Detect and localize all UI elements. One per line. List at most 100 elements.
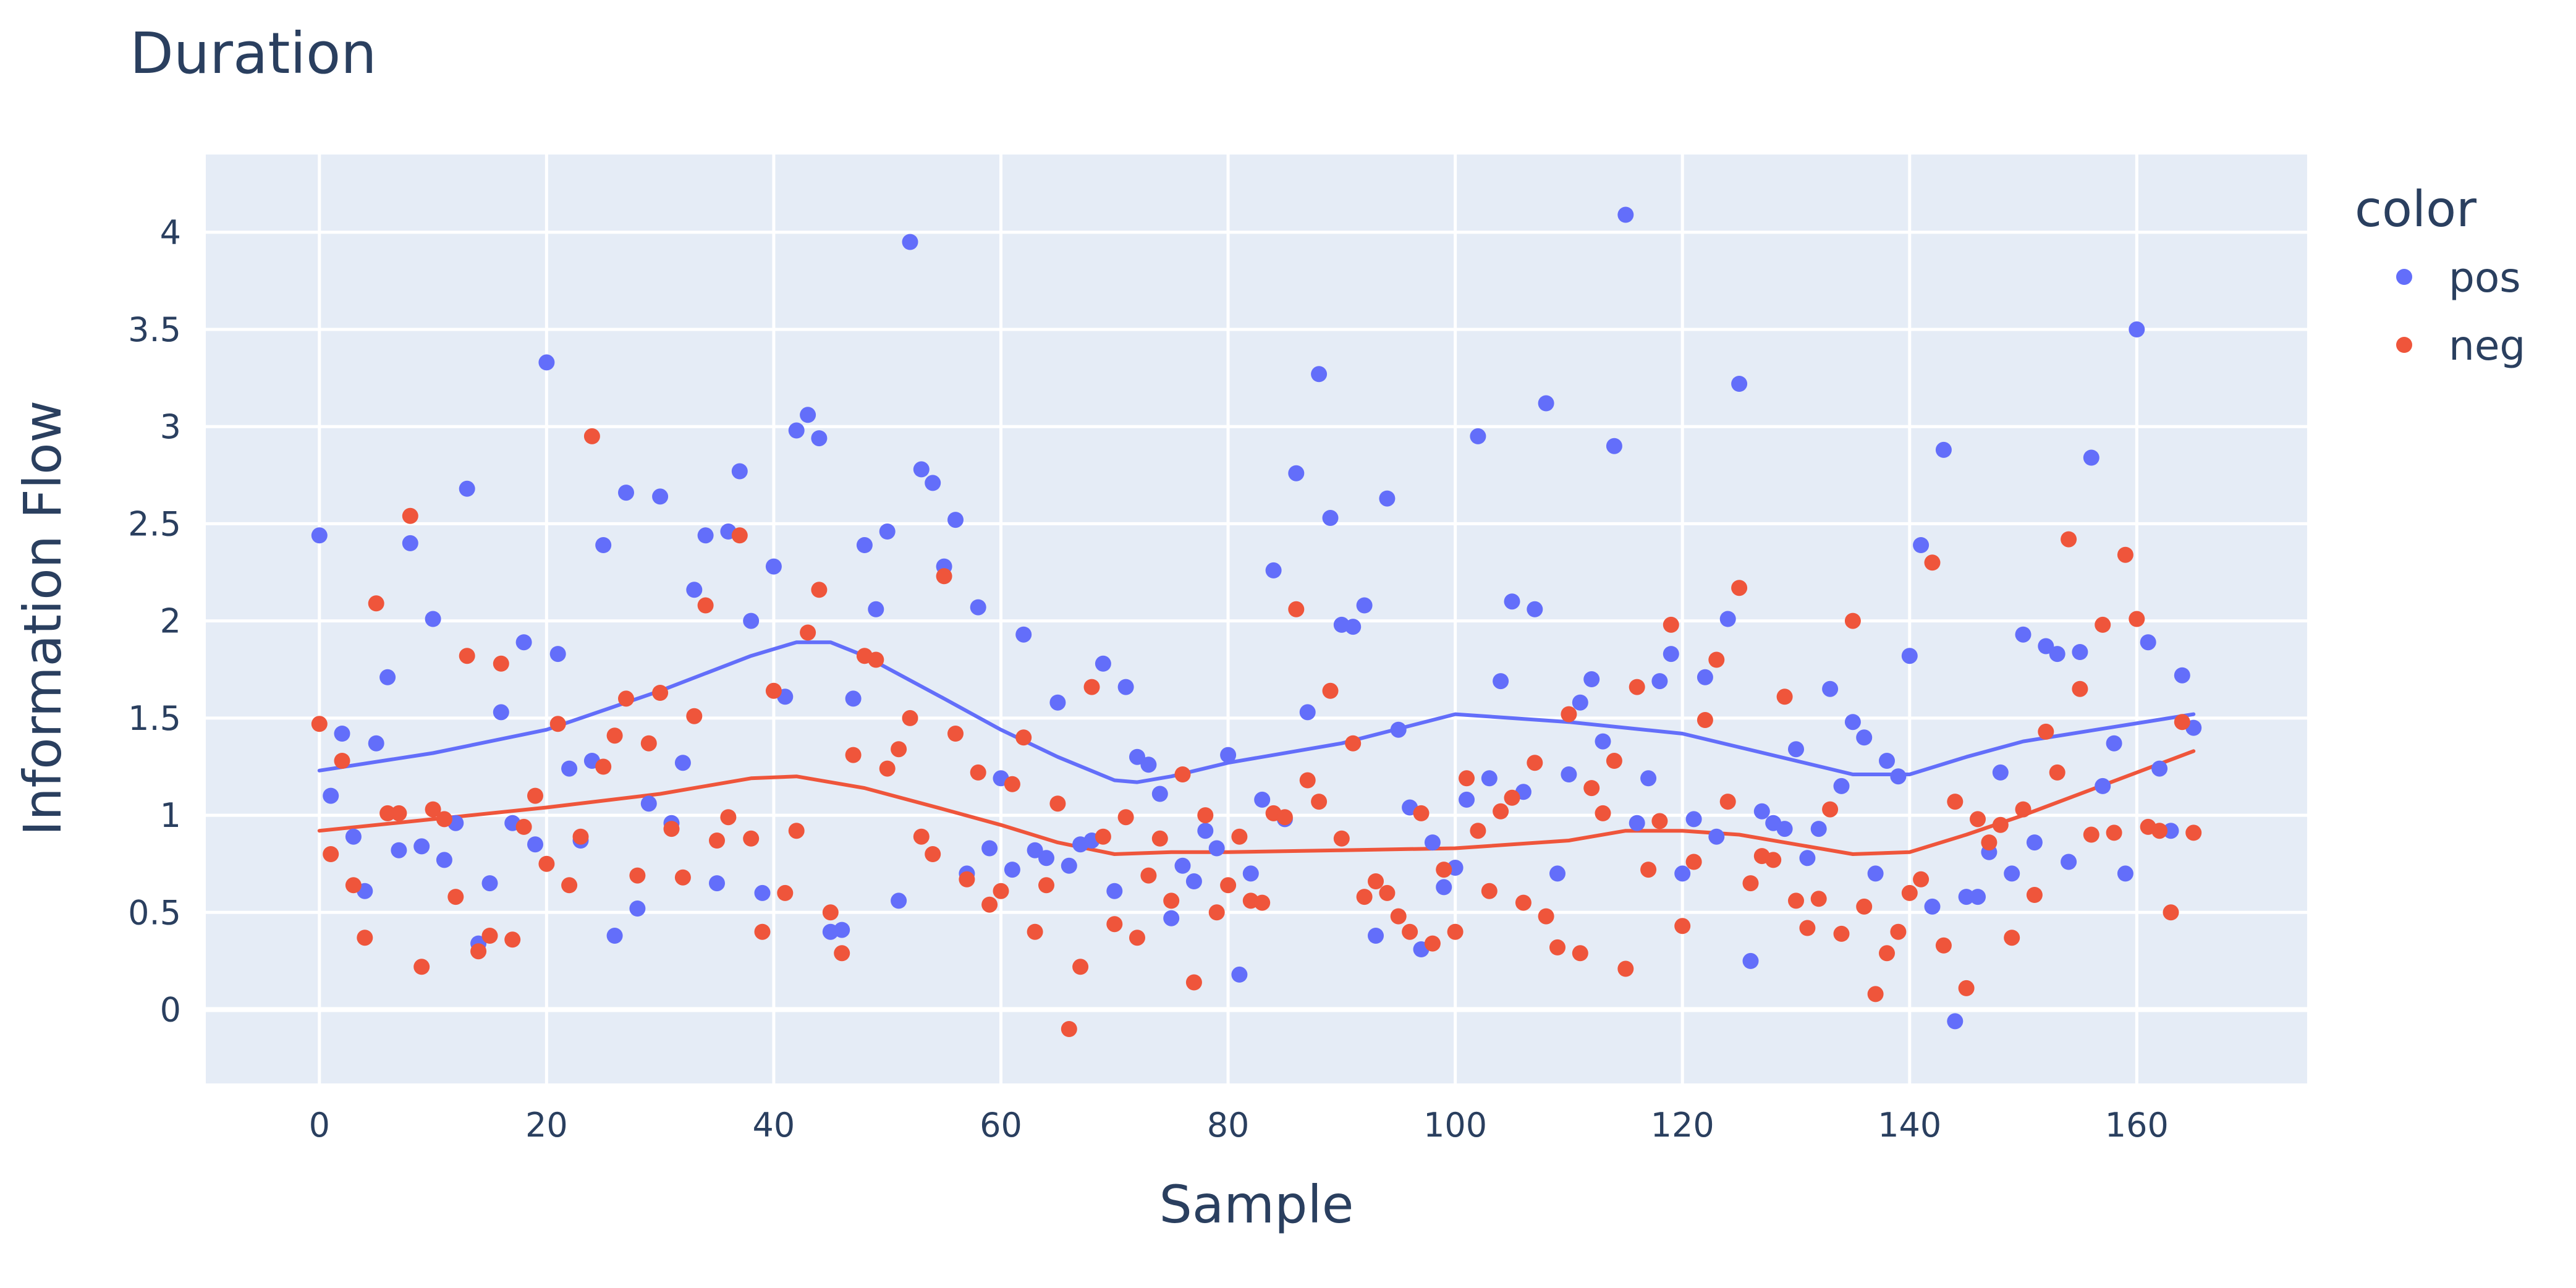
data-point-pos[interactable] bbox=[1117, 679, 1134, 695]
data-point-neg[interactable] bbox=[323, 846, 339, 862]
data-point-neg[interactable] bbox=[1992, 816, 2009, 833]
data-point-pos[interactable] bbox=[1038, 850, 1054, 866]
data-point-neg[interactable] bbox=[811, 582, 828, 598]
data-point-neg[interactable] bbox=[379, 805, 396, 821]
data-point-pos[interactable] bbox=[947, 512, 964, 528]
data-point-neg[interactable] bbox=[845, 747, 862, 763]
data-point-pos[interactable] bbox=[834, 922, 850, 938]
data-point-pos[interactable] bbox=[1493, 673, 1509, 690]
data-point-neg[interactable] bbox=[357, 930, 373, 946]
data-point-pos[interactable] bbox=[323, 787, 339, 804]
data-point-neg[interactable] bbox=[1356, 889, 1373, 905]
data-point-pos[interactable] bbox=[879, 523, 896, 540]
data-point-pos[interactable] bbox=[561, 760, 578, 777]
data-point-pos[interactable] bbox=[1958, 889, 1975, 905]
data-point-neg[interactable] bbox=[470, 943, 487, 960]
data-point-neg[interactable] bbox=[2106, 824, 2122, 841]
data-point-pos[interactable] bbox=[1015, 626, 1032, 643]
data-point-neg[interactable] bbox=[1459, 770, 1475, 787]
data-point-neg[interactable] bbox=[970, 764, 986, 781]
data-point-pos[interactable] bbox=[743, 612, 760, 629]
data-point-neg[interactable] bbox=[697, 597, 714, 614]
data-point-neg[interactable] bbox=[1572, 945, 1588, 962]
data-point-pos[interactable] bbox=[515, 634, 532, 651]
data-point-neg[interactable] bbox=[1311, 794, 1328, 810]
data-point-neg[interactable] bbox=[402, 507, 418, 524]
data-point-neg[interactable] bbox=[1856, 898, 1873, 915]
data-point-pos[interactable] bbox=[402, 535, 418, 551]
data-point-neg[interactable] bbox=[777, 884, 794, 901]
data-point-pos[interactable] bbox=[1481, 770, 1498, 787]
data-point-neg[interactable] bbox=[1368, 873, 1384, 889]
data-point-neg[interactable] bbox=[1708, 651, 1725, 668]
data-point-neg[interactable] bbox=[1776, 688, 1793, 705]
data-point-pos[interactable] bbox=[1061, 857, 1077, 874]
data-point-neg[interactable] bbox=[583, 428, 600, 444]
data-point-neg[interactable] bbox=[1595, 805, 1611, 821]
data-point-pos[interactable] bbox=[1549, 865, 1566, 882]
data-point-pos[interactable] bbox=[1606, 438, 1622, 454]
data-point-pos[interactable] bbox=[686, 582, 703, 598]
data-point-pos[interactable] bbox=[2140, 634, 2156, 651]
data-point-neg[interactable] bbox=[1844, 612, 1861, 629]
data-point-neg[interactable] bbox=[1038, 877, 1054, 894]
data-point-pos[interactable] bbox=[868, 601, 884, 617]
data-point-neg[interactable] bbox=[652, 685, 669, 701]
data-point-neg[interactable] bbox=[1106, 916, 1123, 933]
data-point-neg[interactable] bbox=[1935, 937, 1952, 954]
data-point-neg[interactable] bbox=[2038, 723, 2054, 740]
data-point-neg[interactable] bbox=[674, 869, 691, 886]
data-point-pos[interactable] bbox=[1788, 741, 1804, 758]
data-point-pos[interactable] bbox=[2117, 865, 2133, 882]
data-point-neg[interactable] bbox=[1504, 789, 1520, 806]
data-point-neg[interactable] bbox=[1220, 877, 1237, 894]
data-point-pos[interactable] bbox=[1799, 850, 1816, 866]
data-point-neg[interactable] bbox=[311, 716, 328, 732]
data-point-neg[interactable] bbox=[1890, 923, 1907, 940]
data-point-pos[interactable] bbox=[1527, 601, 1543, 617]
data-point-pos[interactable] bbox=[1742, 952, 1759, 969]
data-point-neg[interactable] bbox=[618, 690, 634, 707]
data-point-pos[interactable] bbox=[1470, 428, 1486, 444]
data-point-neg[interactable] bbox=[2163, 904, 2179, 921]
data-point-neg[interactable] bbox=[1958, 980, 1975, 996]
data-point-neg[interactable] bbox=[1640, 862, 1657, 878]
data-point-neg[interactable] bbox=[1833, 925, 1850, 942]
data-point-neg[interactable] bbox=[902, 710, 918, 726]
data-point-pos[interactable] bbox=[811, 430, 828, 447]
data-point-neg[interactable] bbox=[1231, 828, 1248, 845]
data-point-neg[interactable] bbox=[1436, 862, 1452, 878]
data-point-neg[interactable] bbox=[1299, 772, 1316, 789]
data-point-neg[interactable] bbox=[913, 828, 930, 845]
data-point-neg[interactable] bbox=[2185, 824, 2202, 841]
data-point-neg[interactable] bbox=[765, 682, 782, 699]
data-point-neg[interactable] bbox=[2015, 801, 2032, 818]
data-point-pos[interactable] bbox=[640, 795, 657, 812]
data-point-pos[interactable] bbox=[2049, 646, 2065, 663]
data-point-neg[interactable] bbox=[1004, 776, 1020, 792]
data-point-pos[interactable] bbox=[1561, 766, 1577, 782]
data-point-neg[interactable] bbox=[549, 716, 566, 732]
data-point-pos[interactable] bbox=[1674, 865, 1691, 882]
data-point-neg[interactable] bbox=[947, 726, 964, 742]
data-point-neg[interactable] bbox=[1765, 852, 1782, 868]
data-point-neg[interactable] bbox=[1061, 1021, 1077, 1037]
data-point-neg[interactable] bbox=[1095, 828, 1111, 845]
data-point-neg[interactable] bbox=[2083, 826, 2099, 843]
data-point-pos[interactable] bbox=[1311, 366, 1328, 383]
data-point-pos[interactable] bbox=[606, 928, 623, 944]
data-point-pos[interactable] bbox=[2106, 735, 2122, 752]
data-point-neg[interactable] bbox=[1333, 830, 1350, 847]
data-point-neg[interactable] bbox=[1424, 935, 1441, 952]
data-point-neg[interactable] bbox=[1254, 894, 1271, 911]
data-point-pos[interactable] bbox=[1640, 770, 1657, 787]
data-point-neg[interactable] bbox=[413, 959, 430, 975]
data-point-neg[interactable] bbox=[1719, 794, 1736, 810]
data-point-neg[interactable] bbox=[481, 928, 498, 944]
data-point-pos[interactable] bbox=[1129, 748, 1145, 765]
data-point-neg[interactable] bbox=[459, 648, 475, 664]
data-point-neg[interactable] bbox=[1947, 794, 1964, 810]
data-point-pos[interactable] bbox=[1106, 883, 1123, 899]
legend-item-pos[interactable]: pos bbox=[2396, 254, 2521, 302]
data-point-neg[interactable] bbox=[754, 923, 771, 940]
